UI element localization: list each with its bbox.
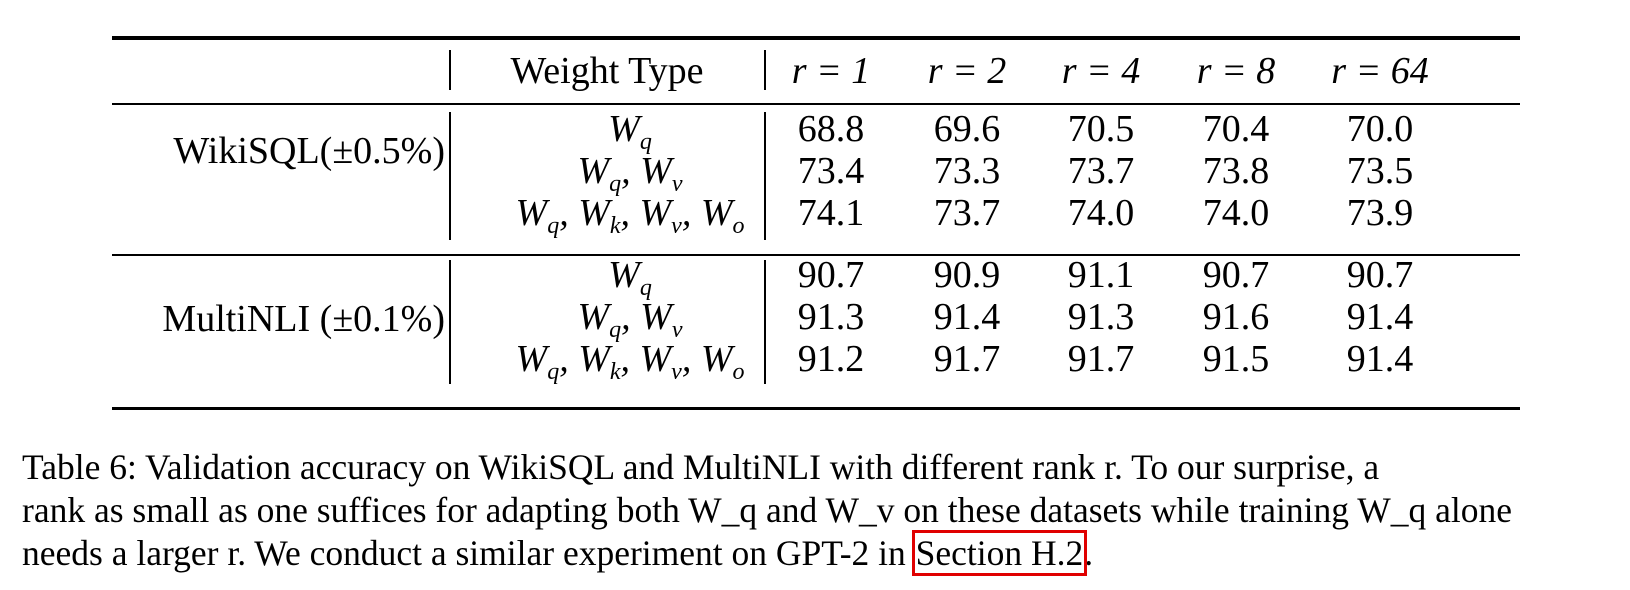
table-cell: 70.0 (1346, 108, 1414, 150)
dataset-label-wikisql: WikiSQL(±0.5%) (173, 130, 445, 172)
weight-type-cell: Wq, Wk, Wv, Wo (515, 338, 745, 385)
table-cell: 91.3 (1067, 296, 1135, 338)
weight-type-cell: Wq (608, 108, 652, 155)
caption-line-3: needs a larger r. We conduct a similar e… (22, 530, 1618, 576)
weight-type-cell: Wq, Wv (577, 150, 683, 197)
header-weight-type: Weight Type (510, 50, 704, 92)
table-cell: 70.4 (1202, 108, 1270, 150)
group1-vbar-left (449, 112, 451, 240)
table-cell: 69.6 (933, 108, 1001, 150)
table-cell: 73.3 (933, 150, 1001, 192)
table-cell: 73.8 (1202, 150, 1270, 192)
header-rank-1: r = 1 (791, 50, 871, 92)
table-cell: 74.0 (1202, 192, 1270, 234)
table-cell: 74.0 (1067, 192, 1135, 234)
table-cell: 90.7 (1346, 254, 1414, 296)
table-cell: 74.1 (797, 192, 865, 234)
table-cell: 91.7 (1067, 338, 1135, 380)
header-rank-8: r = 8 (1196, 50, 1276, 92)
table-cell: 91.4 (1346, 296, 1414, 338)
table-cell: 70.5 (1067, 108, 1135, 150)
table-cell: 73.5 (1346, 150, 1414, 192)
header-rank-64: r = 64 (1331, 50, 1429, 92)
weight-type-cell: Wq, Wv (577, 296, 683, 343)
section-h2-link[interactable]: Section H.2 (911, 530, 1088, 576)
dataset-label-multinli: MultiNLI (±0.1%) (162, 298, 445, 340)
weight-type-cell: Wq, Wk, Wv, Wo (515, 192, 745, 239)
caption-line-2: rank as small as one suffices for adapti… (22, 490, 1512, 530)
group2-vbar-left (449, 260, 451, 384)
header-rank-4: r = 4 (1061, 50, 1141, 92)
table-cell: 73.7 (933, 192, 1001, 234)
caption-line-3-end: . (1084, 533, 1094, 573)
table-top-rule (112, 36, 1520, 40)
header-vbar-right (764, 50, 766, 90)
table-cell: 73.7 (1067, 150, 1135, 192)
table-cell: 91.7 (933, 338, 1001, 380)
group2-vbar-right (764, 260, 766, 384)
table-cell: 68.8 (797, 108, 865, 150)
group1-vbar-right (764, 112, 766, 240)
caption-line-3-text: needs a larger r. We conduct a similar e… (22, 533, 915, 573)
caption-line-1: Table 6: Validation accuracy on WikiSQL … (22, 447, 1380, 487)
table-cell: 91.6 (1202, 296, 1270, 338)
table-cell: 91.2 (797, 338, 865, 380)
table-cell: 91.4 (1346, 338, 1414, 380)
table-cell: 91.1 (1067, 254, 1135, 296)
header-vbar-left (449, 50, 451, 90)
table-cell: 91.5 (1202, 338, 1270, 380)
table-cell: 90.7 (797, 254, 865, 296)
table-header-rule (112, 103, 1520, 105)
table-caption: Table 6: Validation accuracy on WikiSQL … (22, 446, 1618, 576)
table-cell: 90.7 (1202, 254, 1270, 296)
header-rank-2: r = 2 (927, 50, 1007, 92)
table-cell: 90.9 (933, 254, 1001, 296)
table-group-separator (112, 254, 1520, 256)
table-cell: 73.4 (797, 150, 865, 192)
table-cell: 91.4 (933, 296, 1001, 338)
table-cell: 91.3 (797, 296, 865, 338)
table-cell: 73.9 (1346, 192, 1414, 234)
weight-type-cell: Wq (608, 254, 652, 301)
table-bottom-rule (112, 407, 1520, 410)
